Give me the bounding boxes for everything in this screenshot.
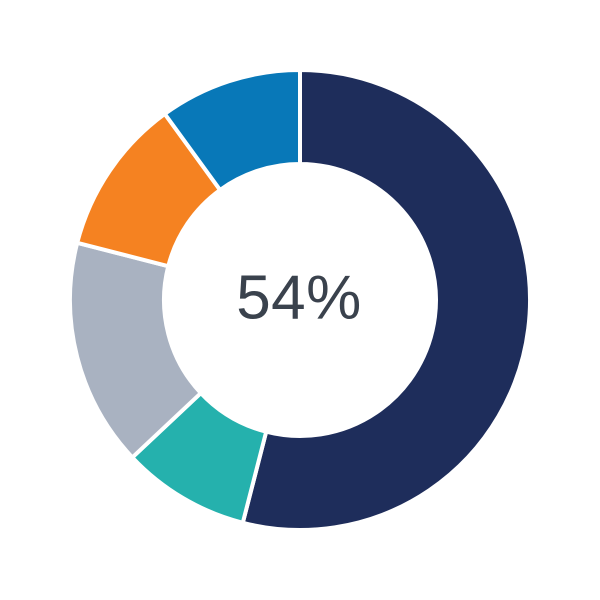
donut-segment-blue (162, 68, 302, 192)
donut-center-label: 54% (236, 264, 362, 333)
donut-segments (68, 68, 532, 532)
donut-segment-navy (240, 68, 532, 532)
